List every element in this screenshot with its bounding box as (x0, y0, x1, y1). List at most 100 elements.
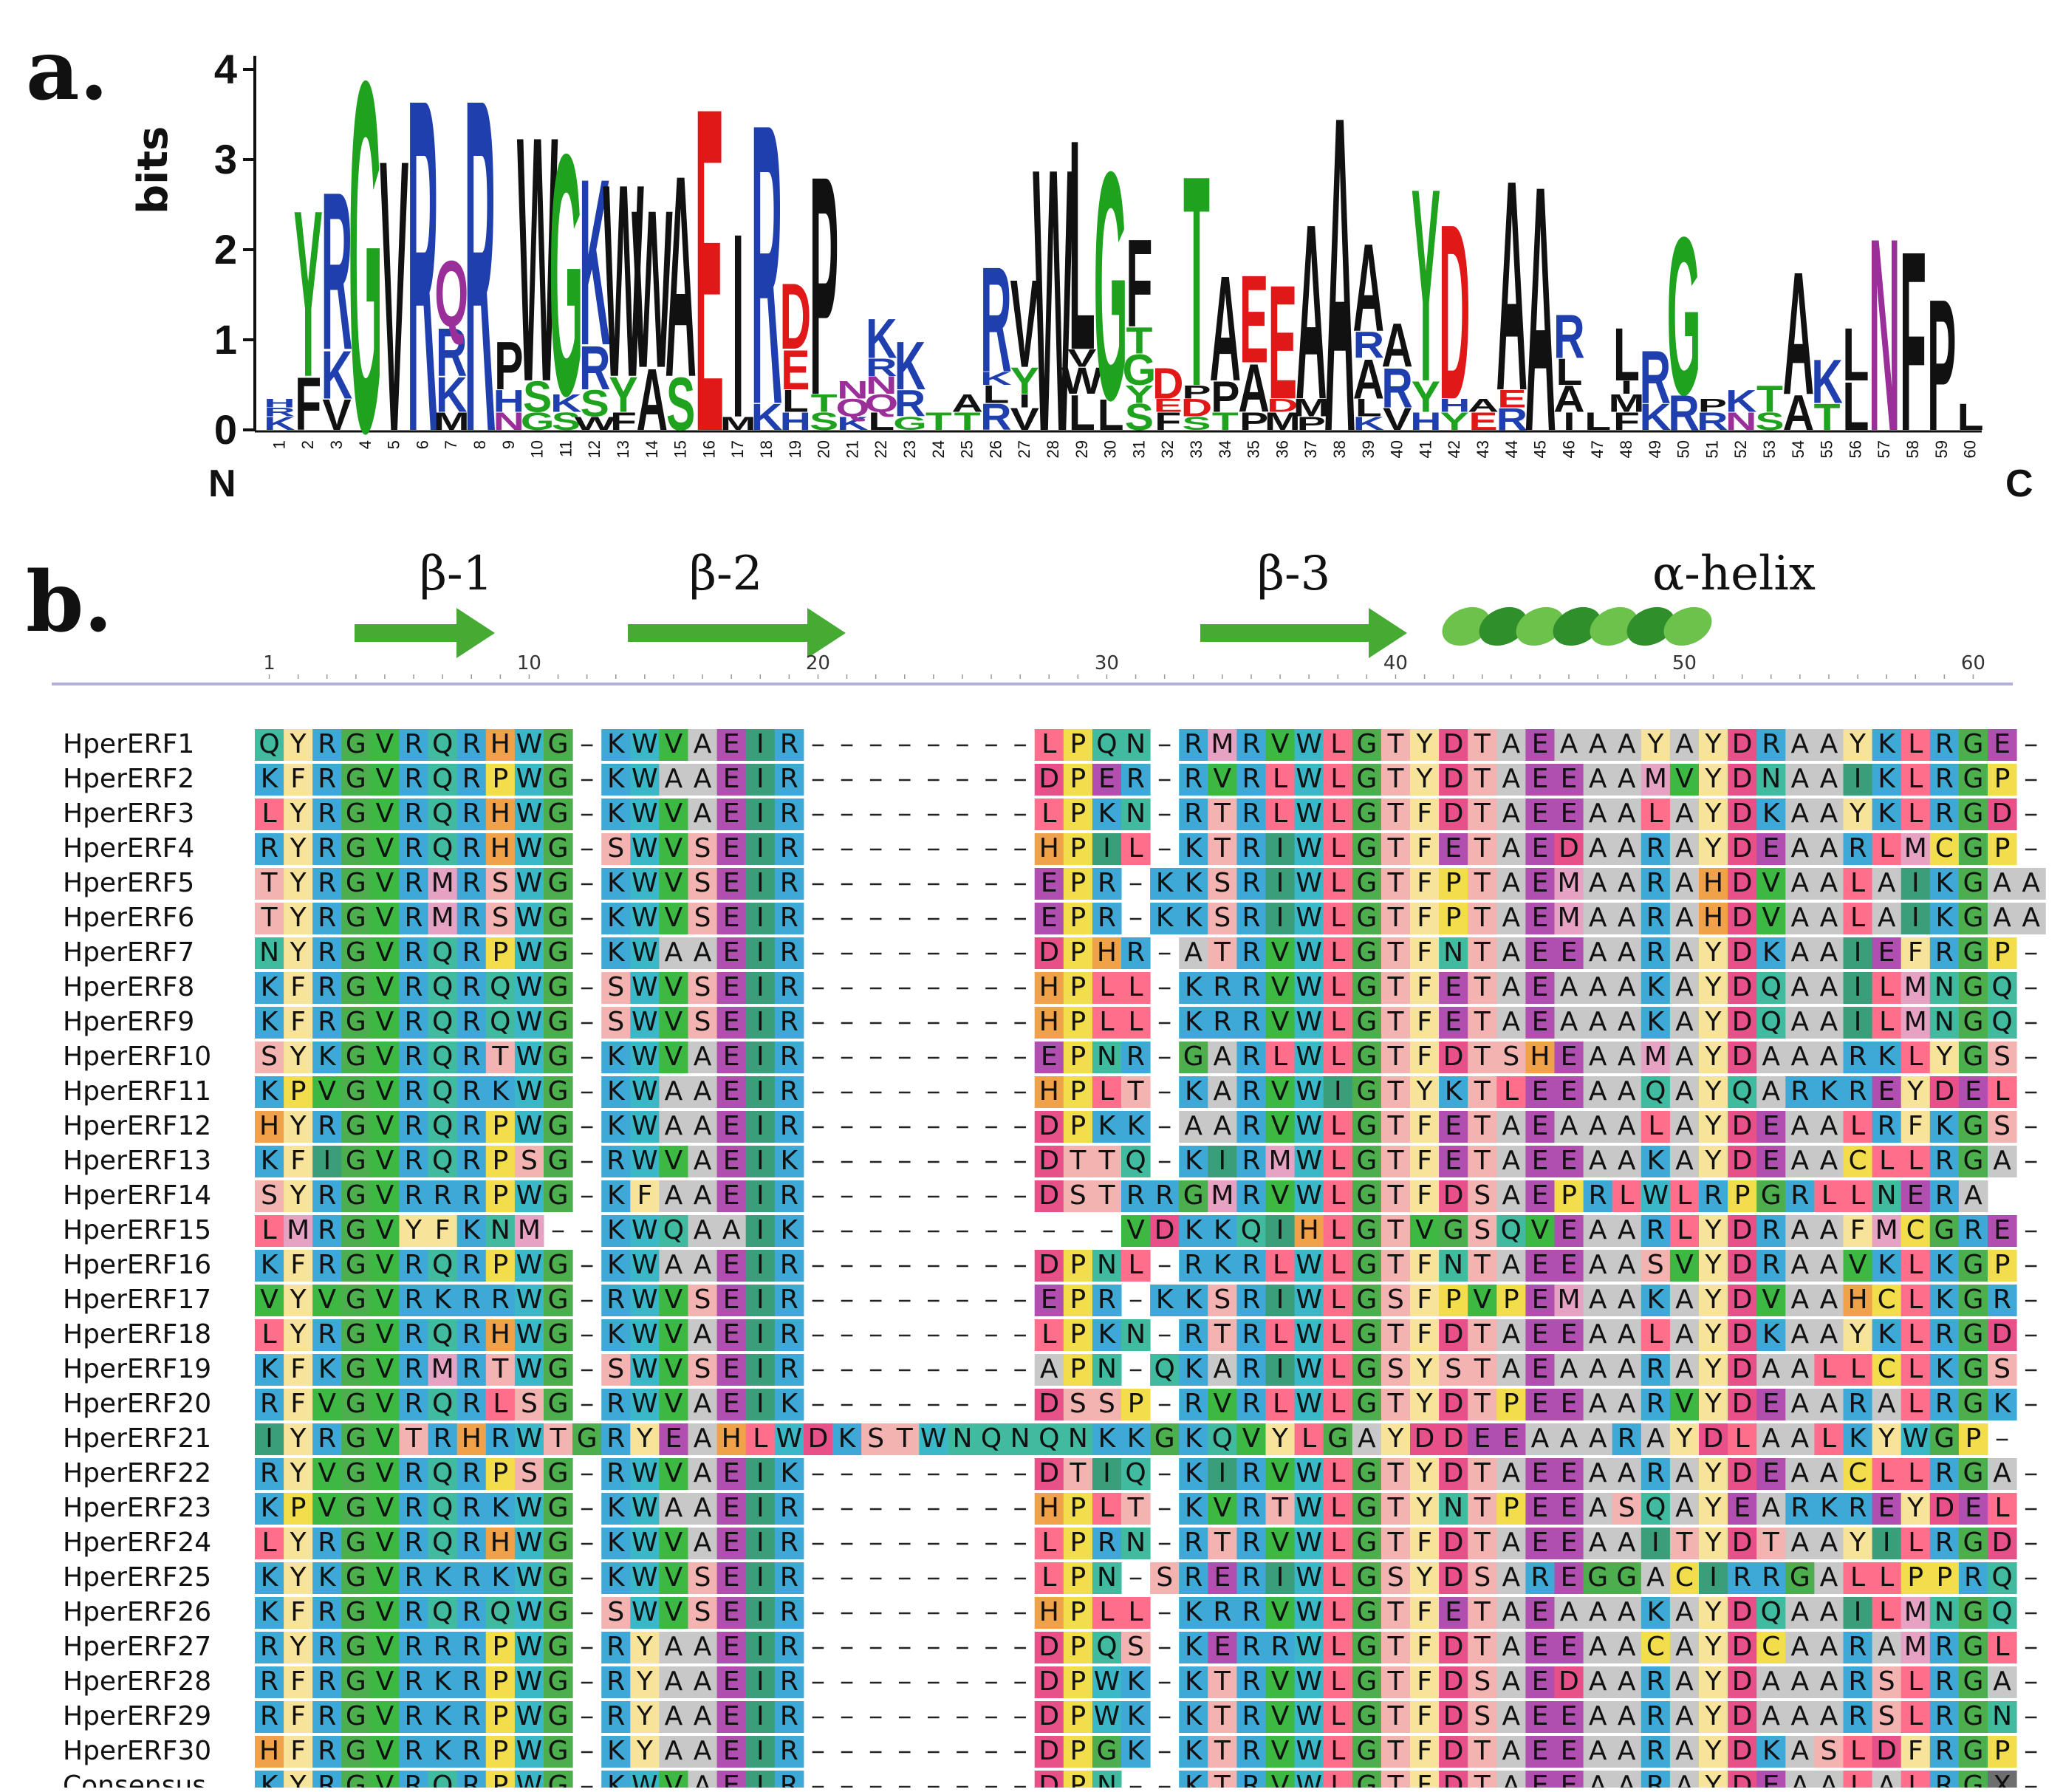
residue-letter: L (1908, 1458, 1923, 1488)
residue-letter: A (1589, 1736, 1607, 1766)
residue-letter: E (1561, 798, 1578, 829)
residue-cell (745, 798, 776, 830)
residue-letter: K (1185, 1666, 1203, 1697)
residue-cell (1034, 798, 1064, 830)
residue-letter: E (1762, 833, 1779, 863)
residue-letter: Q (1501, 1215, 1522, 1245)
residue-letter: A (1589, 868, 1607, 898)
residue-letter: R (1618, 1423, 1636, 1454)
logo-letter: L (982, 381, 1009, 408)
logo-column: MI (720, 179, 756, 473)
residue-letter: V (1271, 1007, 1290, 1037)
residue-letter: A (1820, 972, 1838, 1002)
residue-letter: L (1330, 1146, 1345, 1176)
residue-letter: E (1762, 1771, 1779, 1788)
logo-position-label: 59 (1932, 440, 1951, 458)
residue-letter: Q (1761, 972, 1782, 1002)
residue-letter: F (1417, 1319, 1432, 1350)
residue-letter: K (1156, 868, 1174, 898)
residue-letter: V (376, 1597, 394, 1627)
residue-letter: K (261, 1076, 279, 1107)
residue-letter: A (1502, 1771, 1521, 1788)
residue-letter: E (1445, 1597, 1462, 1627)
residue-letter: D (1732, 1042, 1753, 1072)
logo-letter: A (1296, 172, 1327, 452)
logo-position-label: 22 (872, 440, 890, 458)
logo-position-label: 33 (1187, 440, 1205, 458)
residue-letter: F (1417, 1701, 1432, 1731)
residue-letter: K (607, 1562, 626, 1593)
residue-letter: G (548, 1562, 569, 1593)
residue-letter: P (492, 1736, 508, 1766)
residue-cell (1439, 798, 1468, 830)
residue-letter: A (1589, 833, 1607, 863)
logo-letter: Y (1412, 372, 1440, 421)
residue-letter: R (1646, 868, 1665, 898)
residue-letter: P (492, 1146, 508, 1176)
residue-letter: F (1417, 903, 1432, 933)
residue-letter: A (1502, 833, 1521, 863)
residue-letter: R (1762, 1250, 1780, 1280)
residue-cell (1034, 764, 1064, 796)
residue-cell (1439, 764, 1468, 796)
residue-cell (456, 798, 487, 830)
residue-letter: G (346, 868, 366, 898)
sequence-name: HperERF11 (63, 1076, 211, 1107)
residue-letter: R (1530, 1562, 1549, 1593)
residue-letter: R (318, 1597, 336, 1627)
residue-letter: S (1214, 903, 1231, 933)
residue-letter: W (632, 1562, 658, 1593)
logo-letter: F (1126, 213, 1152, 353)
residue-letter: N (1934, 972, 1954, 1002)
residue-letter: F (1417, 1111, 1432, 1141)
residue-letter: R (1646, 937, 1665, 968)
logo-letter: E (781, 339, 810, 402)
residue-letter: L (1850, 1111, 1865, 1141)
residue-letter: W (632, 1493, 658, 1523)
residue-letter: K (607, 903, 626, 933)
residue-letter: A (1675, 1458, 1694, 1488)
logo-letter: A (951, 390, 982, 417)
residue-letter: R (780, 798, 798, 829)
residue-letter: T (1386, 1319, 1404, 1350)
logo-column: VKR (321, 145, 352, 440)
residue-letter: L (1330, 1771, 1345, 1788)
residue-letter: E (1445, 1007, 1462, 1037)
logo-letter: L (1556, 351, 1582, 393)
residue-letter: I (756, 1215, 764, 1245)
residue-letter: V (1271, 937, 1290, 968)
residue-letter: E (1474, 1423, 1491, 1454)
residue-letter: R (462, 1666, 481, 1697)
residue-letter: A (1502, 1354, 1521, 1384)
residue-letter: L (1850, 1562, 1865, 1593)
residue-letter: T (1675, 1528, 1693, 1558)
residue-letter: T (261, 868, 278, 898)
residue-letter: K (1127, 1701, 1146, 1731)
residue-letter: W (1296, 1528, 1322, 1558)
residue-letter: R (462, 1771, 481, 1788)
ruler-tick-label: 60 (1961, 652, 1985, 674)
residue-letter: Y (1705, 1528, 1722, 1558)
residue-letter: Y (1416, 1493, 1434, 1523)
residue-letter: E (1532, 1285, 1549, 1315)
residue-cell (399, 798, 429, 830)
residue-letter: V (376, 903, 394, 933)
residue-letter: P (1070, 903, 1086, 933)
residue-letter: G (1790, 1562, 1810, 1593)
residue-letter: K (318, 1562, 337, 1593)
residue-cell (514, 764, 544, 796)
residue-cell (1929, 764, 1960, 796)
residue-letter: W (1902, 1423, 1929, 1454)
logo-column: LL (1842, 312, 1869, 445)
residue-cell (1728, 833, 1757, 865)
residue-letter: E (1532, 729, 1549, 759)
residue-letter: A (1820, 1250, 1838, 1280)
residue-letter: K (1185, 1458, 1203, 1488)
residue-letter: G (1183, 1180, 1204, 1211)
logo-letter: P (494, 326, 523, 404)
sequence-name: HperERF13 (63, 1146, 211, 1176)
residue-letter: Y (1705, 1701, 1722, 1731)
residue-letter: I (756, 764, 764, 794)
residue-letter: L (1330, 1562, 1345, 1593)
